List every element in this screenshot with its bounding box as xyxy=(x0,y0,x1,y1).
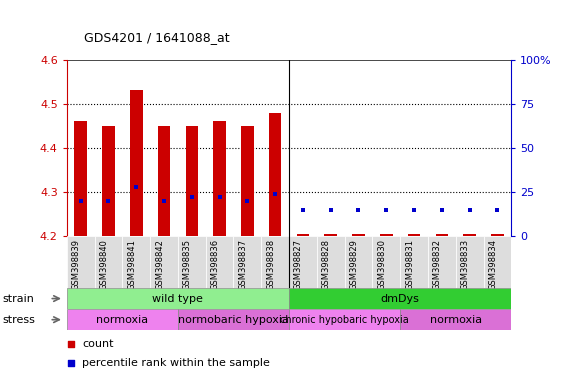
Text: GSM398838: GSM398838 xyxy=(266,239,275,290)
Point xyxy=(437,207,446,213)
Text: GSM398832: GSM398832 xyxy=(433,239,442,290)
Point xyxy=(243,198,252,204)
Text: GSM398830: GSM398830 xyxy=(377,239,386,290)
FancyBboxPatch shape xyxy=(400,309,511,330)
Point xyxy=(354,207,363,213)
Point xyxy=(215,194,224,200)
Point xyxy=(326,207,335,213)
Text: chronic hypobaric hypoxia: chronic hypobaric hypoxia xyxy=(280,314,409,325)
Bar xyxy=(74,121,87,236)
FancyBboxPatch shape xyxy=(67,309,178,330)
FancyBboxPatch shape xyxy=(483,236,511,288)
Point xyxy=(104,198,113,204)
Text: count: count xyxy=(83,339,114,349)
Text: GDS4201 / 1641088_at: GDS4201 / 1641088_at xyxy=(84,31,230,44)
Bar xyxy=(324,234,337,236)
Text: GSM398842: GSM398842 xyxy=(155,239,164,290)
Bar xyxy=(185,126,198,236)
Bar xyxy=(436,234,448,236)
Point xyxy=(271,191,280,197)
Text: GSM398827: GSM398827 xyxy=(294,239,303,290)
Point xyxy=(465,207,474,213)
Text: GSM398828: GSM398828 xyxy=(322,239,331,290)
FancyBboxPatch shape xyxy=(67,236,95,288)
Text: normoxia: normoxia xyxy=(96,314,148,325)
FancyBboxPatch shape xyxy=(261,236,289,288)
FancyBboxPatch shape xyxy=(289,288,511,309)
FancyBboxPatch shape xyxy=(95,236,123,288)
Text: normoxia: normoxia xyxy=(430,314,482,325)
Text: dmDys: dmDys xyxy=(381,293,419,304)
Text: GSM398840: GSM398840 xyxy=(99,239,109,290)
Bar xyxy=(158,126,170,236)
FancyBboxPatch shape xyxy=(317,236,345,288)
Bar xyxy=(213,121,226,236)
Point xyxy=(325,263,334,269)
Text: wild type: wild type xyxy=(152,293,203,304)
Point xyxy=(76,198,85,204)
FancyBboxPatch shape xyxy=(428,236,456,288)
Text: strain: strain xyxy=(3,293,35,304)
Text: GSM398834: GSM398834 xyxy=(489,239,497,290)
Text: stress: stress xyxy=(3,314,36,325)
Point xyxy=(159,198,168,204)
FancyBboxPatch shape xyxy=(456,236,483,288)
Bar xyxy=(297,234,309,236)
Point xyxy=(493,207,502,213)
FancyBboxPatch shape xyxy=(289,309,400,330)
Bar xyxy=(464,234,476,236)
FancyBboxPatch shape xyxy=(150,236,178,288)
Bar xyxy=(269,113,281,236)
FancyBboxPatch shape xyxy=(178,236,206,288)
Point xyxy=(382,207,391,213)
Text: GSM398831: GSM398831 xyxy=(405,239,414,290)
Bar xyxy=(491,234,504,236)
Text: percentile rank within the sample: percentile rank within the sample xyxy=(83,358,270,368)
FancyBboxPatch shape xyxy=(123,236,150,288)
Bar xyxy=(380,234,393,236)
Point xyxy=(325,88,334,94)
FancyBboxPatch shape xyxy=(372,236,400,288)
Text: GSM398837: GSM398837 xyxy=(238,239,248,290)
Bar xyxy=(102,126,114,236)
FancyBboxPatch shape xyxy=(178,309,289,330)
FancyBboxPatch shape xyxy=(234,236,261,288)
Text: normobaric hypoxia: normobaric hypoxia xyxy=(178,314,289,325)
Bar xyxy=(352,234,365,236)
FancyBboxPatch shape xyxy=(289,236,317,288)
Point xyxy=(298,207,307,213)
Text: GSM398841: GSM398841 xyxy=(127,239,137,290)
FancyBboxPatch shape xyxy=(206,236,234,288)
Text: GSM398833: GSM398833 xyxy=(461,239,469,290)
FancyBboxPatch shape xyxy=(345,236,372,288)
Bar xyxy=(130,91,142,236)
Point xyxy=(132,184,141,190)
Text: GSM398835: GSM398835 xyxy=(183,239,192,290)
Text: GSM398836: GSM398836 xyxy=(210,239,220,290)
FancyBboxPatch shape xyxy=(400,236,428,288)
Text: GSM398829: GSM398829 xyxy=(350,239,358,290)
Bar xyxy=(241,126,254,236)
Text: GSM398839: GSM398839 xyxy=(71,239,81,290)
Point xyxy=(187,194,196,200)
FancyBboxPatch shape xyxy=(67,288,289,309)
Bar xyxy=(408,234,420,236)
Point xyxy=(410,207,419,213)
